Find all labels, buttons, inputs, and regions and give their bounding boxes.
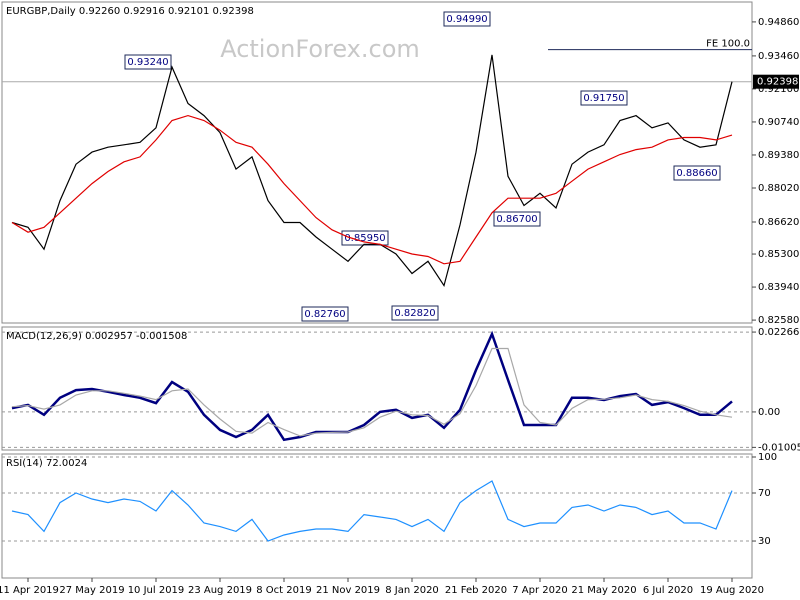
y-tick-label: 0.93460: [758, 51, 799, 62]
y-tick-label: 0.86620: [758, 217, 799, 228]
series-line: [11, 54, 733, 288]
x-tick-label: 8 Jan 2020: [385, 585, 439, 596]
y-tick-label: 0.89380: [758, 150, 799, 161]
x-tick-label: 8 Oct 2019: [256, 585, 311, 596]
y-tick-label: 30: [758, 536, 771, 547]
annotation-box: [124, 54, 172, 70]
y-tick-label: 0.83940: [758, 282, 799, 293]
series-line: [11, 480, 733, 542]
panel-frame: [1, 1, 753, 324]
annotation: 0.86700: [496, 214, 537, 225]
y-tick-label: 0.92100: [758, 84, 799, 95]
annotation-box: [391, 305, 439, 321]
x-tick-label: 21 Feb 2020: [445, 585, 507, 596]
y-tick-label: 0.00: [758, 407, 780, 418]
y-tick-label: 70: [758, 488, 771, 499]
y-tick-label: 100: [758, 452, 777, 463]
x-tick-label: 23 Aug 2019: [188, 585, 252, 596]
panel-frame: [1, 326, 753, 451]
annotation: 0.88660: [676, 168, 717, 179]
panel-title: MACD(12,26,9) 0.002957 -0.001508: [6, 331, 187, 342]
x-tick-label: 6 Jul 2020: [643, 585, 693, 596]
y-tick-label: 0.94860: [758, 17, 799, 28]
y-tick-label: 0.022662: [758, 327, 800, 338]
last-price-label: 0.92398: [757, 77, 798, 88]
last-price-box: [753, 74, 799, 89]
fe-label: FE 100.0: [706, 39, 750, 50]
annotation: 0.82820: [394, 308, 435, 319]
annotation-box: [443, 11, 491, 27]
x-tick-label: 21 Nov 2019: [316, 585, 380, 596]
x-tick-label: 7 Apr 2020: [512, 585, 567, 596]
x-tick-label: 10 Jul 2019: [128, 585, 185, 596]
panel-title: EURGBP,Daily 0.92260 0.92916 0.92101 0.9…: [6, 6, 254, 17]
watermark: ActionForex.com: [220, 35, 420, 63]
annotation-box: [493, 211, 541, 227]
annotation-box: [673, 165, 721, 181]
y-tick-label: 0.88020: [758, 183, 799, 194]
x-tick-label: 11 Apr 2019: [0, 585, 59, 596]
annotation: 0.93240: [127, 57, 168, 68]
annotation: 0.91750: [583, 93, 624, 104]
x-tick-label: 27 May 2019: [59, 585, 124, 596]
annotation-box: [301, 306, 349, 322]
annotation: 0.82760: [304, 309, 345, 320]
annotation: 0.85950: [344, 233, 385, 244]
series-line: [11, 114, 733, 265]
panel-title: RSI(14) 72.0024: [6, 458, 87, 469]
panel-frame: [1, 453, 753, 579]
x-tick-label: 19 Aug 2020: [700, 585, 764, 596]
y-tick-label: 0.82580: [758, 315, 799, 326]
annotation-box: [341, 230, 389, 246]
y-tick-label: -0.010052: [758, 442, 800, 453]
annotation-box: [580, 90, 628, 106]
x-tick-label: 21 May 2020: [571, 585, 636, 596]
y-tick-label: 0.85300: [758, 249, 799, 260]
annotation: 0.94990: [446, 14, 487, 25]
y-tick-label: 0.90740: [758, 117, 799, 128]
series-line: [11, 347, 733, 437]
